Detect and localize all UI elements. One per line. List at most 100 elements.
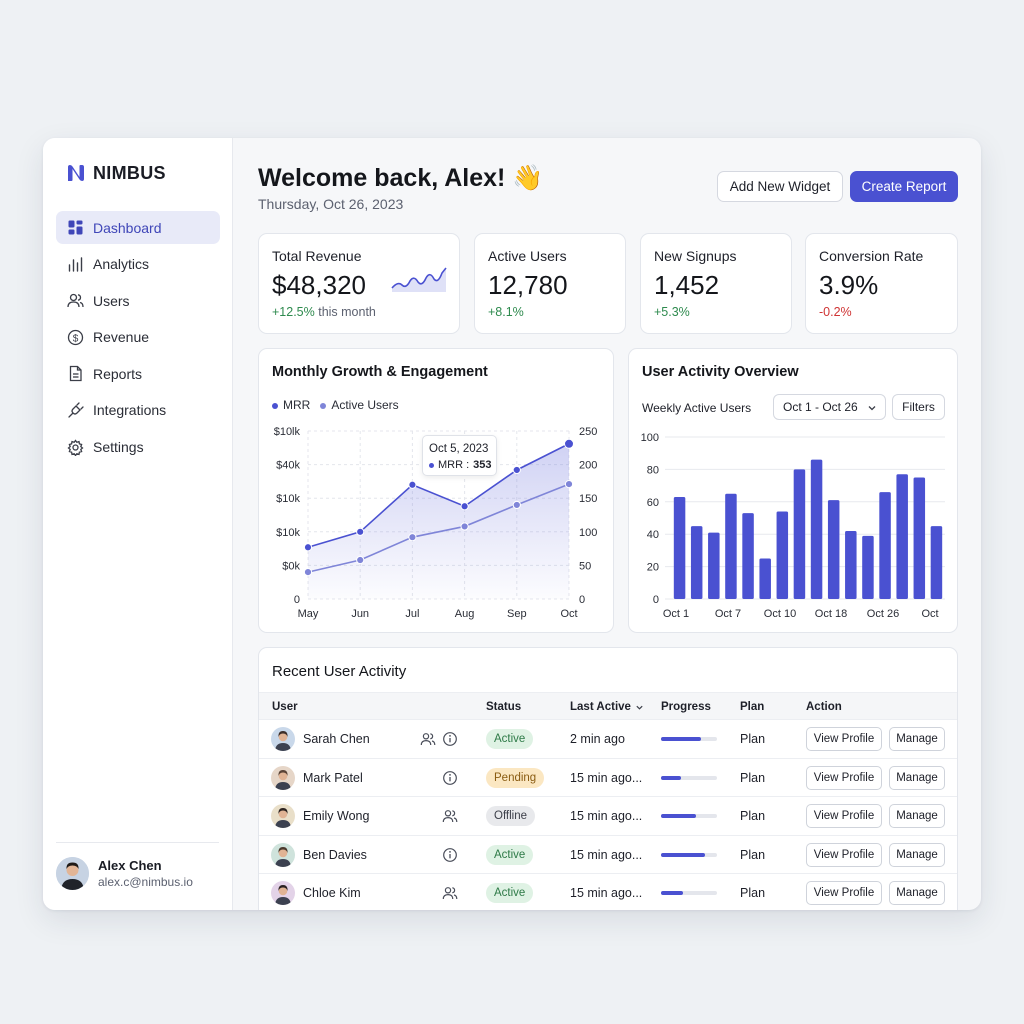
info-icon[interactable] [442,770,458,786]
avatar-portrait-icon [271,842,295,867]
growth-line-chart[interactable]: 0 0 $0k 50 $10k 100 $10k 150 $40k 200 $10lk 250 May J… [259,349,615,634]
table-row[interactable]: Chloe Kim Active 15 min ago... Plan View… [259,874,957,910]
card-title: Recent User Activity [272,663,407,680]
activity-bar [827,500,840,599]
progress-bar [661,814,717,818]
stat-delta-suffix: this month [314,305,376,319]
gear-icon [67,438,84,456]
y-left-tick-label: $10k [276,527,300,539]
filters-button[interactable]: Filters [892,394,945,420]
sidebar-item-label: Settings [93,439,144,456]
legend-item-mrr[interactable]: MRR [272,398,310,412]
last-active-cell: 15 min ago... [570,809,643,823]
sidebar-item-revenue[interactable]: $ Revenue [56,321,220,354]
info-icon[interactable] [442,731,458,747]
view-profile-button[interactable]: View Profile [806,881,882,905]
user-name-cell[interactable]: Ben Davies [303,847,367,862]
x-tick-label: Oct 1 [663,608,689,620]
avatar [271,727,295,751]
stat-delta: +12.5% this month [272,305,376,319]
revenue-sparkline [391,267,447,292]
stat-card-revenue: Total Revenue $48,320 +12.5% this month [258,233,460,334]
manage-button[interactable]: Manage [889,727,945,751]
activity-bar [708,532,720,599]
avatar-portrait-icon [271,765,295,790]
x-tick-label: Oct 26 [867,608,899,620]
progress-fill [661,852,705,857]
stat-label: Total Revenue [272,248,362,264]
users-icon[interactable] [442,885,458,901]
y-right-tick-label: 250 [579,426,597,438]
series-line-mrr [307,443,570,549]
table-row[interactable]: Mark Patel Pending 15 min ago... Plan Vi… [259,759,957,797]
status-badge: Active [486,883,534,903]
y-right-tick-label: 150 [579,493,597,505]
users-icon[interactable] [442,808,458,824]
progress-fill [661,891,684,895]
column-header-progress[interactable]: Progress [661,701,711,713]
sidebar-item-label: Dashboard [93,219,162,236]
column-header-plan[interactable]: Plan [740,701,765,713]
last-active-cell: 2 min ago [570,732,625,746]
status-badge: Active [486,844,534,865]
activity-bar-chart[interactable]: 0 20 40 60 80 100 Oct 1 Oct 7 Oct 10 Oct 18 Oct 26… [629,349,959,634]
info-icon[interactable] [442,847,458,863]
user-name-cell[interactable]: Emily Wong [303,809,370,823]
data-point-mrr [303,543,313,552]
brand[interactable]: NIMBUS [65,162,166,184]
users-icon[interactable] [420,731,436,747]
view-profile-button[interactable]: View Profile [806,842,882,867]
data-point-active-users [303,568,313,577]
brand-name: NIMBUS [93,162,166,183]
sidebar-item-integrations[interactable]: Integrations [56,394,220,427]
sidebar-item-analytics[interactable]: Analytics [56,248,220,281]
stat-value: 1,452 [654,270,720,300]
manage-button[interactable]: Manage [889,765,945,790]
column-header-status[interactable]: Status [486,701,522,713]
page-title: Welcome back, Alex! 👋 [258,164,544,192]
create-report-button[interactable]: Create Report [850,171,958,202]
user-name: Alex Chen [98,858,162,873]
sidebar-item-label: Analytics [93,256,150,273]
date-range-select[interactable]: Oct 1 - Oct 26 [773,394,886,420]
main-content: Welcome back, Alex! 👋 Thursday, Oct 26, … [233,138,981,910]
table-row[interactable]: Ben Davies Active 15 min ago... Plan Vie… [259,836,957,874]
activity-bar [759,558,771,599]
x-tick-label: Jun [351,608,369,620]
tooltip-series-label: MRR : [438,459,470,471]
current-user[interactable]: Alex Chen alex.c@nimbus.io [56,842,219,890]
avatar-portrait-icon [271,727,295,751]
manage-button[interactable]: Manage [889,804,945,828]
stat-value: 3.9% [819,270,879,300]
sidebar-item-settings[interactable]: Settings [56,431,220,464]
sidebar-item-reports[interactable]: Reports [56,357,220,390]
table-row[interactable]: Sarah Chen Active 2 min ago Plan View Pr… [259,720,957,759]
view-profile-button[interactable]: View Profile [806,765,882,790]
manage-button[interactable]: Manage [889,881,945,905]
column-header-last-active[interactable]: Last Active [570,701,644,713]
column-header-action: Action [806,701,842,713]
column-header-user[interactable]: User [272,701,298,713]
stat-label: Conversion Rate [819,248,924,264]
x-tick-label: Oct 7 [715,608,741,620]
stat-delta-value: +12.5% [272,305,315,319]
add-widget-button[interactable]: Add New Widget [717,171,843,202]
table-row[interactable]: Emily Wong Offline 15 min ago... Plan Vi… [259,797,957,836]
view-profile-button[interactable]: View Profile [806,804,882,828]
plan-cell: Plan [740,770,766,785]
user-name-cell[interactable]: Chloe Kim [303,886,361,900]
manage-button[interactable]: Manage [889,842,945,867]
current-date: Thursday, Oct 26, 2023 [258,196,404,212]
view-profile-button[interactable]: View Profile [806,727,882,751]
legend-item-active-users[interactable]: Active Users [320,398,399,412]
x-tick-label: Oct 18 [815,608,847,620]
user-name-cell[interactable]: Mark Patel [303,770,363,785]
sidebar-item-users[interactable]: Users [56,284,220,317]
user-name-cell[interactable]: Sarah Chen [303,732,370,746]
sidebar-item-dashboard[interactable]: Dashboard [56,211,220,244]
y-left-tick-label: $10lk [274,426,301,438]
table-header: User Status Last Active Progress Plan Ac… [259,692,957,720]
activity-bar [896,474,908,599]
chart-tooltip: Oct 5, 2023 MRR : 353 [422,435,497,476]
tooltip-value: MRR : 353 [429,459,492,471]
